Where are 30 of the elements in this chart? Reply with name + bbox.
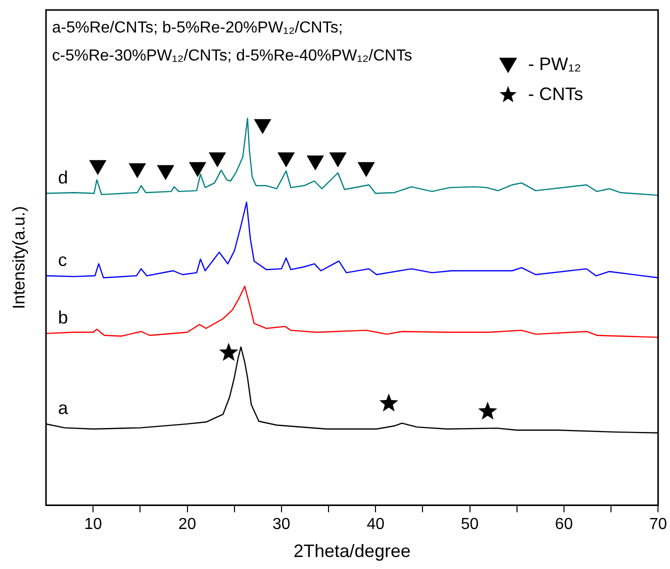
x-axis-title: 2Theta/degree	[294, 541, 411, 562]
x-tick-label: 20	[178, 516, 196, 534]
x-tick-label: 10	[84, 516, 102, 534]
point	[254, 119, 271, 134]
x-tick-label: 50	[460, 516, 479, 534]
point	[307, 155, 324, 170]
text: a-5%Re/CNTs; b-5%Re-20%PW₁₂/CNTs;	[52, 19, 343, 36]
point	[358, 162, 374, 177]
point	[189, 162, 206, 177]
x-tick-label: 70	[649, 516, 668, 534]
point	[209, 152, 226, 167]
point	[278, 152, 294, 167]
series-label: a	[58, 398, 69, 418]
point	[157, 165, 174, 180]
x-tick-label: 40	[366, 516, 385, 534]
x-tick-label: 60	[555, 516, 573, 534]
y-axis-title: Intensity(a.u.)	[10, 206, 29, 310]
series-label: d	[58, 167, 68, 188]
point	[219, 342, 238, 361]
point	[478, 402, 498, 420]
x-tick-label: 30	[272, 516, 290, 534]
legend-label: - PW₁₂	[528, 54, 582, 74]
series-label: c	[58, 250, 67, 270]
text: c-5%Re-30%PW₁₂/CNTs; d-5%Re-40%PW₁₂/CNTs	[52, 47, 412, 64]
legend-label: - CNTs	[528, 84, 584, 104]
point	[129, 163, 146, 178]
series-label: b	[58, 307, 68, 328]
point	[90, 160, 106, 175]
point	[379, 393, 398, 412]
point	[330, 152, 346, 167]
